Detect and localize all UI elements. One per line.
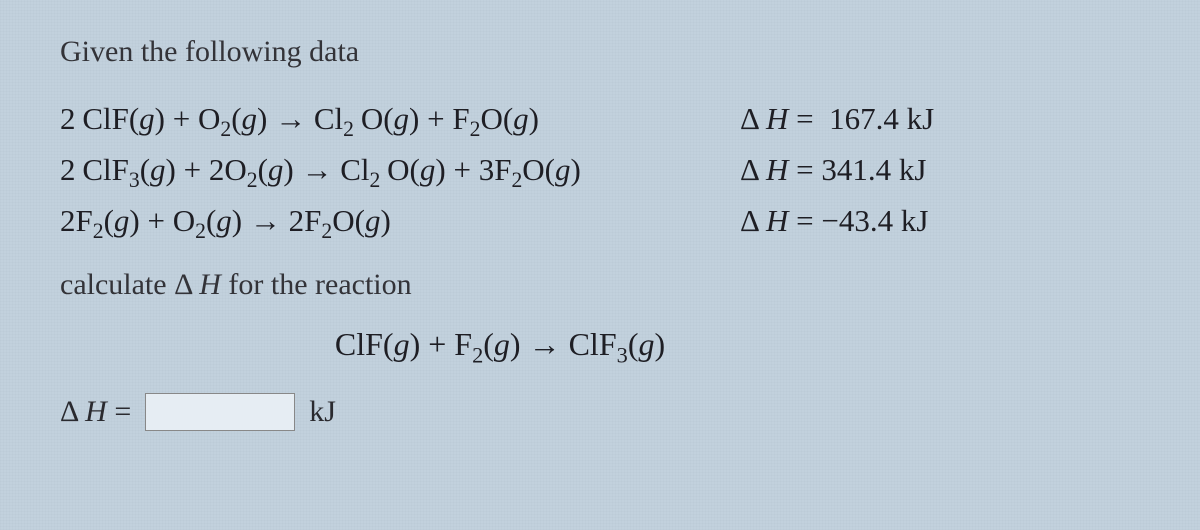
- equation-dh: Δ H = 167.4 kJ: [740, 93, 934, 144]
- equation-row: 2ClF(g) + O2(g) → Cl2O(g) + F2O(g) Δ H =…: [60, 93, 1140, 144]
- dh-label: Δ H =: [740, 152, 814, 187]
- equation-lhs: 2F2(g) + O2(g) → 2F2O(g): [60, 195, 740, 246]
- equation-lhs: 2ClF(g) + O2(g) → Cl2O(g) + F2O(g): [60, 93, 740, 144]
- answer-row: Δ H = kJ: [60, 393, 1140, 431]
- dh-value: 341.4: [821, 152, 891, 187]
- answer-unit: kJ: [309, 395, 336, 429]
- equation-dh: Δ H = −43.4 kJ: [740, 195, 928, 246]
- answer-input[interactable]: [145, 393, 295, 431]
- intro-text: Given the following data: [60, 35, 1140, 69]
- equation-dh: Δ H = 341.4 kJ: [740, 144, 926, 195]
- target-equation: ClF(g) + F2(g) → ClF3(g): [60, 326, 1140, 363]
- prompt-text: calculate Δ H for the reaction: [60, 268, 1140, 302]
- dh-unit: kJ: [899, 152, 927, 187]
- dh-unit: kJ: [901, 203, 929, 238]
- equation-row: 2F2(g) + O2(g) → 2F2O(g) Δ H = −43.4 kJ: [60, 195, 1140, 246]
- equation-row: 2ClF3(g) + 2O2(g) → Cl2O(g) + 3F2O(g) Δ …: [60, 144, 1140, 195]
- answer-label: Δ H =: [60, 395, 131, 429]
- equation-lhs: 2ClF3(g) + 2O2(g) → Cl2O(g) + 3F2O(g): [60, 144, 740, 195]
- dh-label: Δ H =: [740, 203, 814, 238]
- given-equations: 2ClF(g) + O2(g) → Cl2O(g) + F2O(g) Δ H =…: [60, 93, 1140, 246]
- dh-value: −43.4: [821, 203, 893, 238]
- dh-label: Δ H =: [740, 101, 814, 136]
- dh-value: 167.4: [829, 101, 899, 136]
- dh-unit: kJ: [907, 101, 935, 136]
